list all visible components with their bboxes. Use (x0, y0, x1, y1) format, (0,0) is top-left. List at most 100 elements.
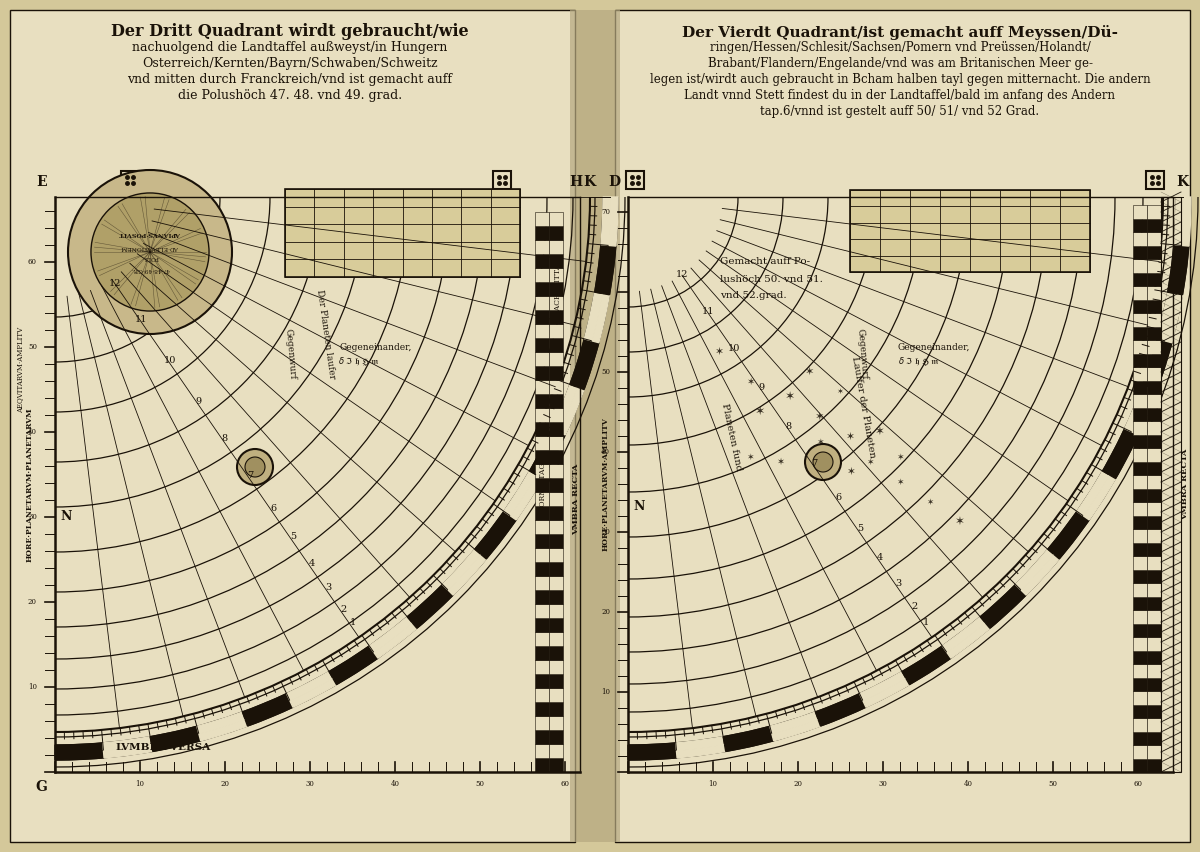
Text: 47·48·49·GR.: 47·48·49·GR. (131, 268, 169, 273)
Polygon shape (1015, 550, 1054, 590)
Bar (1147, 596, 1162, 610)
Polygon shape (1048, 511, 1084, 555)
Bar (10, 10, 575, 842)
Bar (1147, 475, 1162, 488)
Text: 5: 5 (857, 524, 863, 533)
Bar (1133, 462, 1147, 475)
Text: $\delta$ $\Im$ $\mathfrak{h}$ $\mathfrak{H}$ $\mathfrak{m}$: $\delta$ $\Im$ $\mathfrak{h}$ $\mathfrak… (338, 355, 380, 368)
Text: VORMITTAG: VORMITTAG (539, 463, 547, 512)
Bar (550, 674, 563, 688)
Bar (550, 324, 563, 338)
Text: 50: 50 (601, 368, 610, 376)
Circle shape (91, 193, 209, 311)
Bar (535, 744, 550, 758)
Polygon shape (151, 734, 200, 751)
Bar (535, 758, 550, 772)
Polygon shape (1176, 245, 1189, 295)
Polygon shape (1151, 341, 1172, 389)
Bar (1147, 435, 1162, 448)
Text: AD·ELEVATIONEM: AD·ELEVATIONEM (121, 245, 179, 250)
Bar (1147, 529, 1162, 543)
Text: E: E (36, 175, 47, 189)
Bar (535, 534, 550, 548)
Bar (550, 226, 563, 240)
Bar (535, 268, 550, 282)
Polygon shape (1021, 555, 1060, 595)
Bar (1147, 313, 1162, 326)
Bar (1147, 745, 1162, 758)
Text: Der Dritt Quadrant wirdt gebraucht/wie: Der Dritt Quadrant wirdt gebraucht/wie (112, 24, 469, 41)
Bar (535, 590, 550, 604)
Polygon shape (902, 646, 947, 678)
Bar (1147, 556, 1162, 569)
Bar (1147, 462, 1162, 475)
Polygon shape (577, 341, 599, 389)
Polygon shape (906, 653, 950, 684)
Text: 6: 6 (270, 504, 276, 513)
Bar (121, 171, 139, 189)
Bar (1133, 745, 1147, 758)
Bar (1147, 718, 1162, 732)
Text: K: K (583, 175, 595, 189)
Bar (535, 520, 550, 534)
Bar (535, 296, 550, 310)
Bar (1133, 394, 1147, 407)
Bar (1133, 543, 1147, 556)
Polygon shape (584, 292, 602, 341)
Text: 10: 10 (136, 780, 144, 788)
Bar (550, 702, 563, 716)
Polygon shape (1110, 432, 1139, 479)
Text: ✶: ✶ (866, 458, 874, 467)
Text: NACH MITTAG: NACH MITTAG (554, 257, 562, 317)
Bar (550, 758, 563, 772)
Text: 8: 8 (221, 435, 227, 443)
Polygon shape (863, 678, 910, 707)
Bar (550, 338, 563, 352)
Text: ✶: ✶ (815, 412, 824, 422)
Polygon shape (942, 617, 985, 653)
Bar (1147, 354, 1162, 367)
Polygon shape (552, 384, 577, 432)
Bar (1147, 488, 1162, 502)
Text: ✶: ✶ (846, 432, 854, 442)
Bar (1133, 758, 1147, 772)
Polygon shape (287, 671, 334, 701)
Polygon shape (818, 701, 866, 726)
Bar (1133, 650, 1147, 664)
Bar (1133, 354, 1147, 367)
Text: HORE·PLANETARVM·PLANETARVM: HORE·PLANETARVM·PLANETARVM (26, 407, 34, 561)
Bar (1147, 502, 1162, 515)
Text: 20: 20 (793, 780, 803, 788)
Text: N: N (60, 510, 71, 523)
Text: ✶: ✶ (926, 498, 934, 506)
Bar (1147, 232, 1162, 245)
Bar (535, 240, 550, 254)
Text: 30: 30 (306, 780, 314, 788)
Bar (1133, 502, 1147, 515)
Bar (1147, 664, 1162, 677)
Polygon shape (197, 712, 245, 734)
Bar (1133, 583, 1147, 596)
Bar (550, 478, 563, 492)
Polygon shape (985, 590, 1026, 628)
Bar (550, 618, 563, 632)
Bar (535, 716, 550, 730)
Text: VMBRA RECTA: VMBRA RECTA (1181, 449, 1189, 521)
Polygon shape (443, 550, 481, 590)
Polygon shape (1054, 516, 1090, 559)
Text: 50: 50 (475, 780, 485, 788)
Bar (535, 646, 550, 660)
Polygon shape (103, 737, 151, 751)
Text: ringen/Hessen/Schlesit/Sachsen/Pomern vnd Preüssen/Holandt/: ringen/Hessen/Schlesit/Sachsen/Pomern vn… (709, 42, 1091, 55)
Text: 9: 9 (196, 397, 202, 406)
Bar (1133, 381, 1147, 394)
Text: 40: 40 (601, 448, 610, 456)
Polygon shape (1165, 294, 1182, 343)
Text: 20: 20 (221, 780, 229, 788)
Polygon shape (772, 719, 821, 741)
Bar (1147, 543, 1162, 556)
Bar (535, 436, 550, 450)
Text: 30: 30 (28, 513, 37, 521)
Bar (550, 436, 563, 450)
Text: Gegenwurf: Gegenwurf (856, 328, 869, 380)
